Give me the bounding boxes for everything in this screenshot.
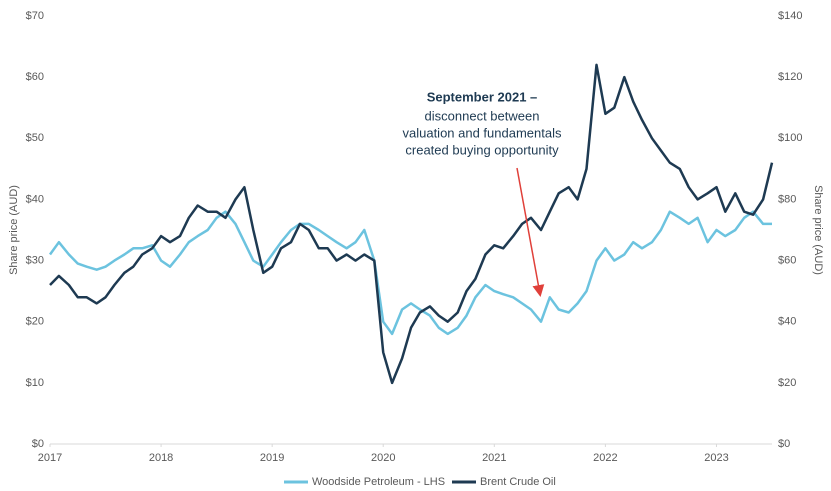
y2-tick-label: $60 [778, 254, 796, 266]
y2-tick-label: $0 [778, 438, 790, 450]
y-axis-title: Share price (AUD) [8, 185, 20, 275]
y2-tick-label: $20 [778, 377, 796, 389]
y-tick-label: $20 [26, 316, 44, 328]
annotation-text: created buying opportunity [405, 142, 559, 157]
annotation-text: valuation and fundamentals [402, 125, 562, 140]
y-tick-label: $40 [26, 193, 44, 205]
y-tick-label: $60 [26, 71, 44, 83]
y2-tick-label: $100 [778, 132, 802, 144]
x-tick-label: 2020 [371, 452, 395, 464]
y-tick-label: $0 [32, 438, 44, 450]
annotation-arrow [516, 167, 545, 297]
legend-label: Brent Crude Oil [480, 476, 556, 488]
y-tick-label: $70 [26, 10, 44, 22]
y2-tick-label: $140 [778, 10, 802, 22]
y-tick-label: $30 [26, 254, 44, 266]
x-tick-label: 2018 [149, 452, 173, 464]
y2-tick-label: $40 [778, 316, 796, 328]
x-tick-label: 2021 [482, 452, 506, 464]
annotation-title: September 2021 – [427, 89, 538, 104]
x-tick-label: 2017 [38, 452, 62, 464]
x-tick-label: 2023 [704, 452, 728, 464]
x-tick-label: 2019 [260, 452, 284, 464]
y2-tick-label: $120 [778, 71, 802, 83]
series-line [48, 210, 772, 336]
series-line [49, 63, 774, 385]
y-tick-label: $50 [26, 132, 44, 144]
legend-label: Woodside Petroleum - LHS [312, 476, 445, 488]
x-tick-label: 2022 [593, 452, 617, 464]
y-tick-label: $10 [26, 377, 44, 389]
y2-axis-title: Share price (AUD) [812, 185, 824, 275]
y2-tick-label: $80 [778, 193, 796, 205]
annotation-text: disconnect between [425, 108, 540, 123]
